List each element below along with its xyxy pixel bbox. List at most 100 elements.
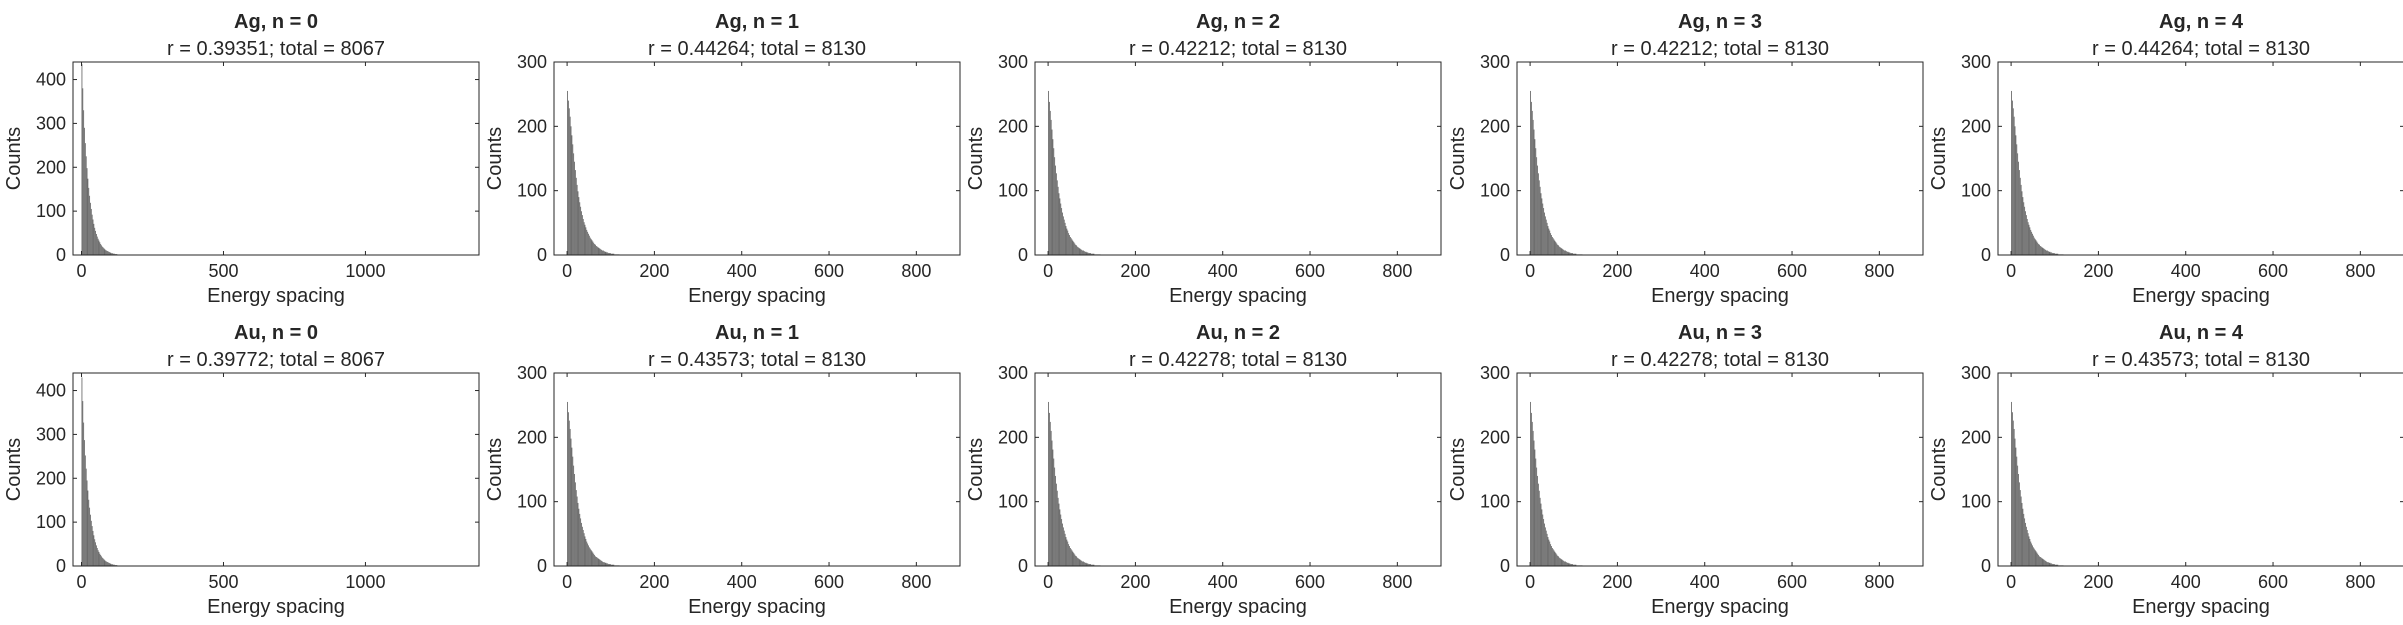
histogram-bar (2011, 401, 2012, 566)
histogram-bar (569, 116, 571, 256)
histogram-bar (1551, 547, 1553, 566)
histogram-bar (87, 178, 89, 255)
histogram-bar (113, 564, 114, 566)
y-tick-label: 100 (517, 492, 547, 512)
histogram-bar (2053, 564, 2055, 566)
y-axis-label: Counts (1928, 438, 1950, 501)
histogram-bars (1048, 90, 1101, 256)
histogram-bar (607, 563, 609, 566)
histogram-panel-0: 0 500 1000 0 100 200 300 400 Ag, n = 0 r = 0.3935… (3, 11, 480, 307)
histogram-bar (1071, 239, 1073, 255)
histogram-bar (1075, 555, 1077, 566)
histogram-bar (105, 250, 107, 255)
histogram-bar (2052, 253, 2053, 255)
histogram-bar (2055, 564, 2057, 566)
histogram-bar (1076, 556, 1077, 566)
histogram-bar (1053, 458, 1055, 566)
x-tick-label: 200 (2083, 261, 2113, 281)
y-axis-label: Counts (3, 438, 25, 501)
histogram-bar (613, 564, 615, 566)
histogram-bar (595, 245, 597, 255)
histogram-bar (1554, 551, 1556, 566)
chart-title: Au, n = 4 (2159, 322, 2244, 344)
histogram-bar (1550, 544, 1552, 566)
histogram-bar (2040, 557, 2042, 566)
x-tick-label: 200 (1602, 572, 1632, 592)
histogram-bar (1548, 228, 1550, 255)
histogram-bar (112, 564, 114, 566)
histogram-bar (581, 522, 582, 566)
histogram-bar (82, 401, 84, 566)
histogram-bar (1069, 547, 1071, 566)
histogram-bar (1549, 541, 1551, 566)
y-axis-label: Counts (484, 127, 506, 190)
histogram-bar (1069, 546, 1070, 566)
histogram-bar (608, 253, 609, 255)
histogram-bar (2017, 153, 2019, 255)
histogram-bar (605, 251, 607, 255)
histogram-bar (2047, 251, 2049, 255)
x-tick-label: 0 (1525, 572, 1535, 592)
histogram-bar (1055, 173, 1057, 255)
histogram-bar (1530, 401, 1531, 566)
chart-title: Ag, n = 2 (1196, 11, 1280, 33)
histogram-bar (1048, 401, 1049, 566)
histogram-bar (1534, 449, 1536, 566)
histogram-bar (90, 202, 91, 255)
histogram-bar (2054, 564, 2056, 566)
histogram-bar (1070, 549, 1072, 566)
histogram-bar (1561, 559, 1563, 566)
chart-title: Au, n = 0 (234, 322, 318, 344)
histogram-bar (2033, 548, 2035, 566)
histogram-bar (104, 249, 106, 255)
histogram-bar (2053, 253, 2054, 255)
histogram-bar (579, 202, 581, 255)
histogram-bar (574, 474, 575, 566)
histogram-bar (575, 490, 577, 566)
histogram-bar (579, 513, 581, 566)
histogram-bar (1063, 219, 1065, 255)
histogram-bar (2039, 556, 2041, 566)
histogram-bar (581, 211, 582, 255)
histogram-bar (1090, 564, 1091, 566)
y-tick-label: 0 (56, 556, 66, 576)
histogram-bar (98, 551, 100, 566)
x-tick-label: 800 (1864, 261, 1894, 281)
histogram-bar (84, 143, 86, 255)
histogram-bar (1565, 251, 1567, 255)
x-tick-label: 800 (1864, 572, 1894, 592)
histogram-bar (1566, 251, 1568, 255)
histogram-bar (1559, 247, 1561, 255)
histogram-bar (1068, 544, 1070, 566)
histogram-bar (1546, 533, 1548, 566)
histogram-bar (573, 153, 575, 255)
histogram-bar (1081, 560, 1083, 566)
chart-title: Ag, n = 1 (715, 11, 799, 33)
histogram-bar (2032, 547, 2034, 566)
histogram-bar (588, 545, 589, 566)
histogram-bar (1068, 233, 1070, 255)
histogram-bar (1554, 240, 1556, 255)
histogram-bar (1546, 222, 1548, 255)
histogram-bar (110, 563, 112, 566)
histogram-bars (81, 64, 121, 256)
histogram-bar (1572, 253, 1574, 255)
histogram-bar (1091, 253, 1093, 255)
histogram-bar (592, 241, 594, 255)
x-tick-label: 800 (1382, 572, 1412, 592)
histogram-bar (2032, 545, 2033, 566)
x-tick-label: 400 (727, 572, 757, 592)
histogram-bar (2042, 247, 2044, 255)
histogram-bar (2049, 562, 2051, 566)
histogram-bar (2026, 218, 2028, 255)
histogram-bar (2031, 543, 2033, 566)
histogram-bar (583, 533, 585, 566)
y-tick-label: 300 (1480, 363, 1510, 383)
histogram-panel-4: 0 200 400 600 800 0 100 200 300 Ag, n = 4 r = 0.44… (1928, 11, 2403, 307)
histogram-bar (96, 545, 97, 566)
histogram-bar (2013, 116, 2015, 256)
histogram-bar (1537, 483, 1539, 566)
histogram-bar (1573, 564, 1575, 566)
histogram-bar (1536, 157, 1538, 255)
